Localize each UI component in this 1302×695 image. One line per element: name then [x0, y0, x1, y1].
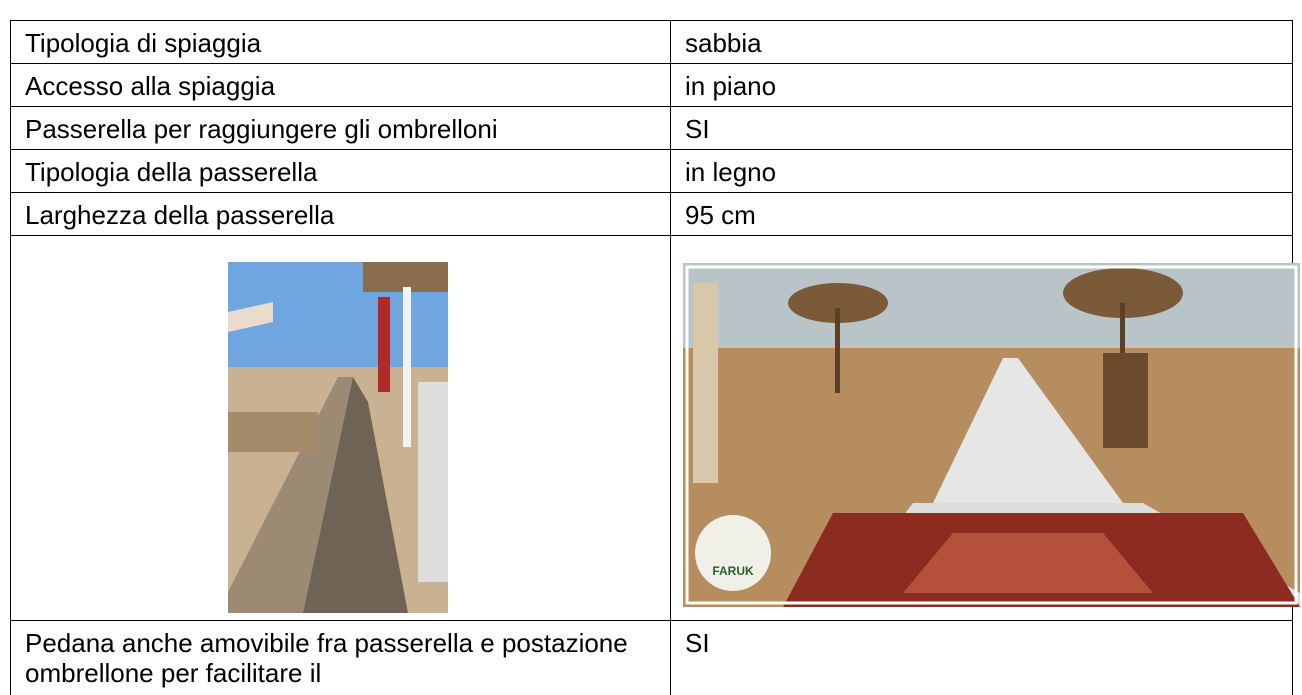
cell-text: in piano — [685, 71, 777, 101]
cell: Accesso alla spiaggia — [10, 63, 671, 107]
cell-text: 95 cm — [685, 200, 756, 230]
cell: Tipologia di spiaggia — [10, 20, 671, 64]
cell-text: Passerella per raggiungere gli ombrellon… — [25, 114, 498, 144]
cell-text: SI — [685, 114, 710, 144]
boardwalk-photo — [228, 262, 448, 613]
beach-photo: FARUK — [683, 263, 1300, 607]
cell: SI — [670, 106, 1293, 150]
cell: in piano — [670, 63, 1293, 107]
cell-text: in legno — [685, 157, 777, 187]
cell-text: Tipologia di spiaggia — [25, 28, 262, 58]
cell: Passerella per raggiungere gli ombrellon… — [10, 106, 671, 150]
cell: in legno — [670, 149, 1293, 193]
cell: sabbia — [670, 20, 1293, 64]
cell-text: Accesso alla spiaggia — [25, 71, 276, 101]
cell-text: SI — [685, 628, 710, 658]
cell-text: Larghezza della passerella — [25, 200, 335, 230]
cell-text: Pedana anche amovibile fra passerella e … — [25, 628, 628, 688]
cell: Tipologia della passerella — [10, 149, 671, 193]
cell: Pedana anche amovibile fra passerella e … — [10, 620, 671, 695]
cell: Larghezza della passerella — [10, 192, 671, 236]
cell-text: Tipologia della passerella — [25, 157, 318, 187]
cell: SI — [670, 620, 1293, 695]
cell-text: sabbia — [685, 28, 762, 58]
cell: 95 cm — [670, 192, 1293, 236]
logo-text: FARUK — [712, 564, 754, 578]
